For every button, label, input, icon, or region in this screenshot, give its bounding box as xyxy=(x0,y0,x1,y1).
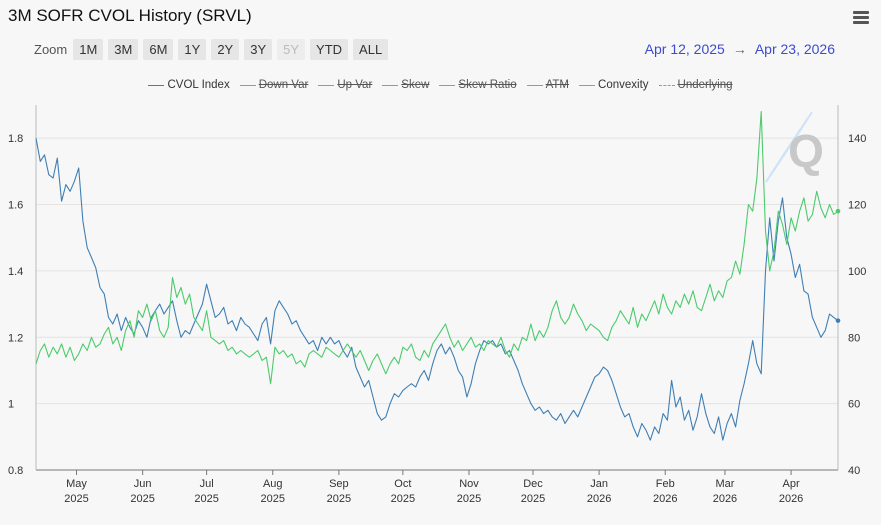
legend-item-skew[interactable]: Skew xyxy=(382,79,429,91)
legend-swatch xyxy=(318,84,335,86)
x-tick-year: 2026 xyxy=(653,493,677,505)
chart-title: 3M SOFR CVOL History (SRVL) xyxy=(8,6,252,25)
x-tick-year: 2025 xyxy=(391,493,415,505)
chart-legend: CVOL Index Down Var Up Var Skew Skew Ratio AT… xyxy=(0,79,881,91)
date-range-arrow: → xyxy=(732,41,747,57)
y-right-tick-label: 100 xyxy=(848,266,866,278)
legend-item-cvol-index[interactable]: CVOL Index xyxy=(148,79,230,91)
watermark-stripe xyxy=(789,111,813,147)
zoom-5y-button: 5Y xyxy=(277,39,306,60)
legend-item-down-var[interactable]: Down Var xyxy=(239,79,309,91)
x-tick-year: 2026 xyxy=(587,493,611,505)
date-range-from[interactable]: Apr 12, 2025 xyxy=(644,41,725,57)
x-tick-month: Jul xyxy=(200,478,214,490)
zoom-1m-button[interactable]: 1M xyxy=(73,39,104,60)
legend-swatch xyxy=(239,84,256,86)
legend-item-up-var[interactable]: Up Var xyxy=(318,79,372,91)
legend-label: Convexity xyxy=(598,79,649,91)
x-tick-month: Dec xyxy=(523,478,543,490)
x-tick-year: 2025 xyxy=(194,493,218,505)
y-right-tick-label: 80 xyxy=(848,332,860,344)
y-left-tick-label: 1.6 xyxy=(8,200,23,212)
legend-label: Down Var xyxy=(258,79,309,91)
legend-item-skew-ratio[interactable]: Skew Ratio xyxy=(439,79,517,91)
y-right-tick-label: 140 xyxy=(848,133,866,145)
watermark-q: Q xyxy=(788,125,824,177)
x-tick-year: 2026 xyxy=(779,493,803,505)
series-end-marker-cvol-index xyxy=(835,318,841,323)
x-tick-year: 2025 xyxy=(130,493,154,505)
legend-label: Skew xyxy=(401,79,430,91)
zoom-6m-button[interactable]: 6M xyxy=(143,39,174,60)
x-tick-month: Aug xyxy=(263,478,283,490)
legend-label: Underlying xyxy=(677,79,733,91)
series-end-marker-convexity xyxy=(835,208,841,214)
y-right-tick-label: 40 xyxy=(848,465,860,477)
legend-swatch xyxy=(382,84,399,86)
x-tick-year: 2026 xyxy=(713,493,737,505)
legend-item-atm[interactable]: ATM xyxy=(526,79,570,91)
x-tick-month: Nov xyxy=(459,478,479,490)
x-tick-month: Apr xyxy=(783,478,800,490)
x-tick-year: 2025 xyxy=(457,493,481,505)
legend-swatch xyxy=(658,84,675,86)
x-tick-month: Oct xyxy=(394,478,411,490)
legend-item-convexity[interactable]: Convexity xyxy=(579,79,649,91)
x-tick-month: Jun xyxy=(134,478,152,490)
legend-swatch xyxy=(526,84,543,86)
x-tick-month: Feb xyxy=(656,478,675,490)
legend-swatch xyxy=(148,84,165,86)
y-right-tick-label: 60 xyxy=(848,399,860,411)
zoom-2y-button[interactable]: 2Y xyxy=(211,39,240,60)
x-tick-month: Jan xyxy=(590,478,608,490)
date-range: Apr 12, 2025 → Apr 23, 2026 xyxy=(645,41,835,57)
x-tick-year: 2025 xyxy=(64,493,88,505)
series-line-convexity xyxy=(35,111,839,385)
legend-swatch xyxy=(579,84,596,86)
hamburger-menu-icon[interactable] xyxy=(853,11,869,25)
plot-area xyxy=(36,105,838,470)
x-tick-year: 2025 xyxy=(261,493,285,505)
legend-swatch xyxy=(439,84,456,86)
x-tick-month: Mar xyxy=(715,478,734,490)
y-right-tick-label: 120 xyxy=(848,200,866,212)
zoom-toolbar: Zoom 1M 3M 6M 1Y 2Y 3Y 5Y YTD ALL xyxy=(34,39,393,60)
y-left-tick-label: 0.8 xyxy=(8,465,23,477)
zoom-all-button[interactable]: ALL xyxy=(353,39,389,60)
legend-label: Skew Ratio xyxy=(458,79,517,91)
legend-label: Up Var xyxy=(337,79,373,91)
zoom-3y-button[interactable]: 3Y xyxy=(244,39,273,60)
zoom-ytd-button[interactable]: YTD xyxy=(310,39,349,60)
legend-item-underlying[interactable]: Underlying xyxy=(658,79,733,91)
legend-label: CVOL Index xyxy=(167,79,230,91)
y-left-tick-label: 1 xyxy=(8,399,14,411)
zoom-label: Zoom xyxy=(34,42,68,57)
x-tick-year: 2025 xyxy=(327,493,351,505)
zoom-1y-button[interactable]: 1Y xyxy=(178,39,207,60)
y-left-tick-label: 1.8 xyxy=(8,133,23,145)
y-left-tick-label: 1.2 xyxy=(8,332,23,344)
x-tick-month: May xyxy=(66,478,87,490)
x-tick-year: 2025 xyxy=(521,493,545,505)
x-tick-month: Sep xyxy=(329,478,349,490)
date-range-to[interactable]: Apr 23, 2026 xyxy=(754,41,835,57)
y-left-tick-label: 1.4 xyxy=(8,266,23,278)
zoom-3m-button[interactable]: 3M xyxy=(108,39,139,60)
legend-label: ATM xyxy=(545,79,570,91)
